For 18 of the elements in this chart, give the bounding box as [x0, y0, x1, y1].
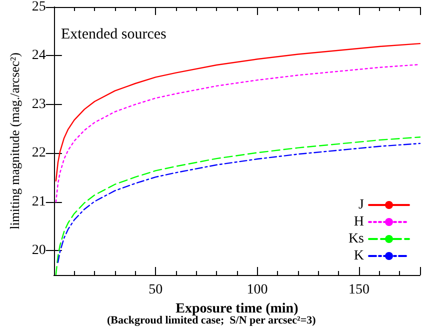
legend-label: K	[354, 248, 364, 264]
x-tick-label: 100	[246, 282, 268, 298]
y-tick-label: 21	[32, 194, 46, 210]
x-tick-label: 150	[348, 282, 370, 298]
legend-label: Ks	[348, 232, 364, 246]
legend-label: H	[354, 214, 364, 230]
text: (Backgroud limited case; S/N per arcsec²=3)	[107, 314, 316, 326]
y-tick-label: 24	[32, 48, 46, 64]
legend-label: J	[358, 198, 365, 212]
y-axis-title: limiting magnitude (mag./arcsec²)	[7, 52, 22, 230]
text: Extended sources	[61, 26, 167, 42]
y-tick-label: 25	[32, 0, 46, 14]
line-series	[55, 42, 421, 182]
y-tick-label: 23	[32, 96, 46, 112]
x-tick-label: 50	[148, 282, 163, 298]
y-tick-label: 20	[32, 243, 46, 258]
y-tick-label: 22	[32, 146, 46, 161]
x-axis-title: Exposure time (min)	[176, 301, 299, 316]
